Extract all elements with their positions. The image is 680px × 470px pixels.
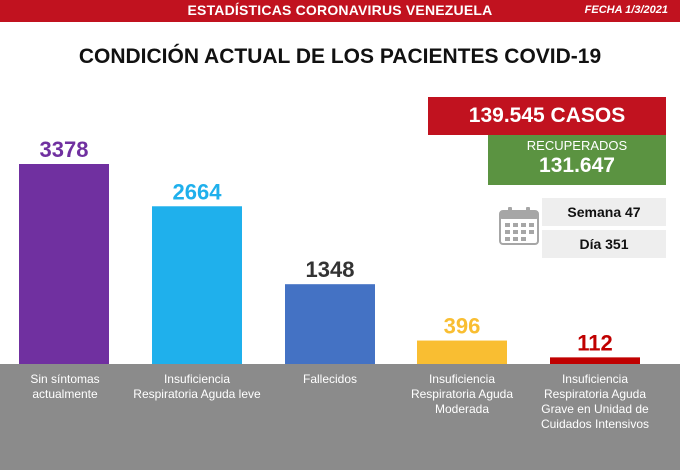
bar [417,340,507,364]
category-label-band: Sin síntomas actualmente Insuficiencia R… [0,364,680,470]
data-label: 2664 [173,179,223,204]
total-cases-box: 139.545 CASOS [428,97,666,135]
bar [550,357,640,364]
data-label: 3378 [40,137,89,162]
bar [19,164,109,364]
calendar-icon [499,206,539,251]
bar [285,284,375,364]
category-label: Sin síntomas actualmente [30,372,100,401]
day-text: Día 351 [579,236,629,252]
recovered-label: RECUPERADOS [526,138,628,153]
category-label: Insuficiencia Respiratoria Aguda leve [133,372,261,401]
bar [152,206,242,364]
day-box: Día 351 [542,230,666,258]
recovered-box: RECUPERADOS 131.647 [488,135,666,185]
category-label: Insuficiencia Respiratoria Aguda Grave e… [540,372,650,431]
recovered-value: 131.647 [539,154,615,177]
category-label: Insuficiencia Respiratoria Aguda Moderad… [410,372,514,416]
category-label: Fallecidos [302,372,358,386]
data-label: 112 [577,330,613,355]
header-date: FECHA 1/3/2021 [584,4,668,16]
data-label: 1348 [306,257,355,282]
header-title: ESTADÍSTICAS CORONAVIRUS VENEZUELA [187,2,493,18]
data-label: 396 [444,314,481,339]
week-text: Semana 47 [567,204,641,220]
chart-title: CONDICIÓN ACTUAL DE LOS PACIENTES COVID-… [78,45,602,68]
total-cases-text: 139.545 CASOS [468,104,626,127]
week-box: Semana 47 [542,198,666,226]
header-bar: ESTADÍSTICAS CORONAVIRUS VENEZUELA FECHA… [0,0,680,22]
